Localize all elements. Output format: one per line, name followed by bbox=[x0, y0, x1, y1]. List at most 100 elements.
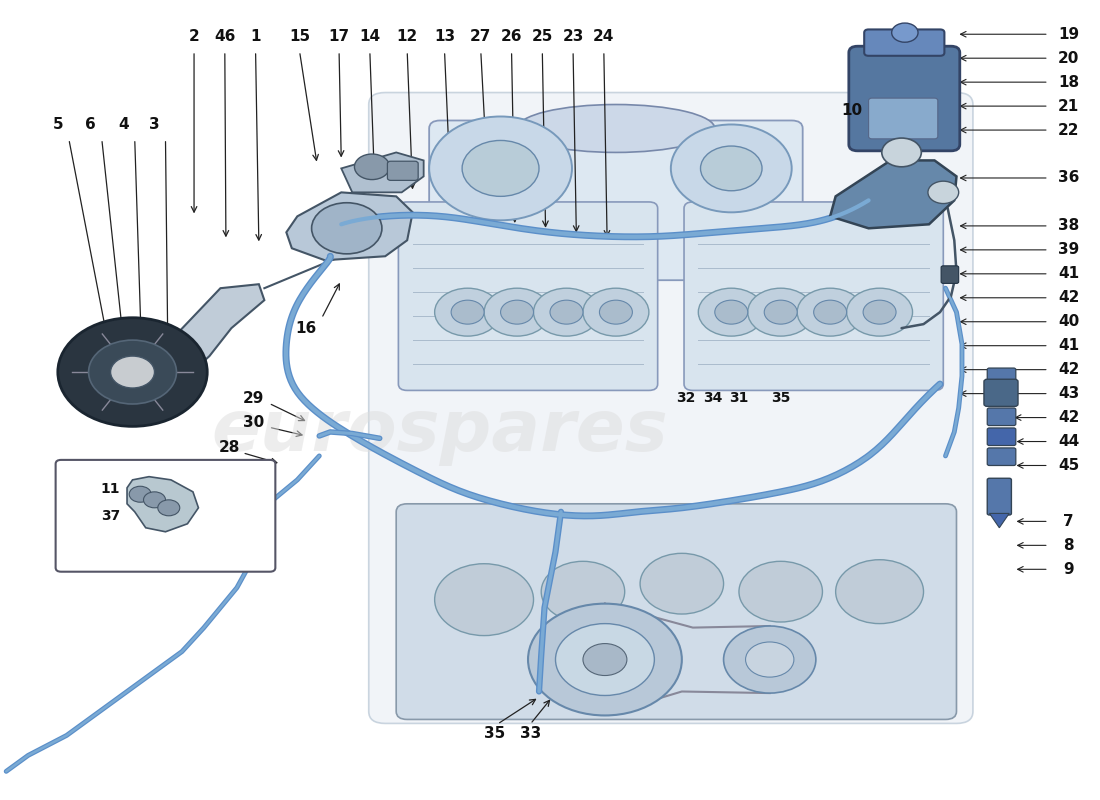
FancyBboxPatch shape bbox=[387, 162, 418, 180]
Text: 11: 11 bbox=[101, 482, 120, 497]
Circle shape bbox=[892, 23, 918, 42]
Circle shape bbox=[764, 300, 798, 324]
Text: 45: 45 bbox=[1058, 458, 1079, 473]
Text: 19: 19 bbox=[1058, 26, 1079, 42]
Text: 6: 6 bbox=[86, 117, 96, 132]
Text: 12: 12 bbox=[397, 29, 418, 44]
Text: 4: 4 bbox=[119, 117, 129, 132]
Circle shape bbox=[462, 141, 539, 196]
FancyBboxPatch shape bbox=[942, 266, 959, 283]
Circle shape bbox=[484, 288, 550, 336]
Circle shape bbox=[671, 125, 792, 212]
Circle shape bbox=[748, 288, 814, 336]
Circle shape bbox=[847, 288, 913, 336]
Text: 2: 2 bbox=[189, 29, 199, 44]
Text: 42: 42 bbox=[1058, 362, 1079, 377]
Text: 43: 43 bbox=[1058, 386, 1079, 401]
Text: 30: 30 bbox=[243, 415, 264, 430]
Circle shape bbox=[500, 300, 534, 324]
Polygon shape bbox=[170, 284, 264, 376]
Text: 41: 41 bbox=[1058, 338, 1079, 353]
Circle shape bbox=[129, 486, 151, 502]
FancyBboxPatch shape bbox=[869, 98, 938, 139]
Circle shape bbox=[600, 300, 632, 324]
Polygon shape bbox=[286, 192, 412, 260]
Text: 46: 46 bbox=[214, 29, 235, 44]
FancyBboxPatch shape bbox=[849, 46, 960, 151]
Text: 18: 18 bbox=[1058, 74, 1079, 90]
Text: 24: 24 bbox=[593, 29, 615, 44]
FancyBboxPatch shape bbox=[987, 428, 1015, 446]
Circle shape bbox=[111, 356, 154, 388]
Circle shape bbox=[698, 288, 764, 336]
Text: 31: 31 bbox=[729, 391, 749, 406]
Circle shape bbox=[640, 554, 724, 614]
Circle shape bbox=[864, 300, 896, 324]
Text: 8: 8 bbox=[1064, 538, 1074, 553]
Polygon shape bbox=[126, 477, 198, 532]
Text: 13: 13 bbox=[434, 29, 455, 44]
Text: 36: 36 bbox=[1058, 170, 1079, 186]
Text: 16: 16 bbox=[296, 321, 317, 336]
Circle shape bbox=[58, 318, 207, 426]
Text: 40: 40 bbox=[1058, 314, 1079, 330]
Circle shape bbox=[534, 288, 600, 336]
Text: 42: 42 bbox=[1058, 410, 1079, 425]
Circle shape bbox=[311, 202, 382, 254]
Circle shape bbox=[143, 492, 165, 508]
Circle shape bbox=[882, 138, 922, 167]
Text: 21: 21 bbox=[1058, 98, 1079, 114]
FancyBboxPatch shape bbox=[987, 408, 1015, 426]
Text: 1: 1 bbox=[251, 29, 261, 44]
Text: 41: 41 bbox=[1058, 266, 1079, 282]
Text: 32: 32 bbox=[676, 391, 696, 406]
Text: 28: 28 bbox=[219, 440, 240, 454]
Circle shape bbox=[798, 288, 864, 336]
Circle shape bbox=[528, 604, 682, 715]
Text: 14: 14 bbox=[360, 29, 381, 44]
Text: 33: 33 bbox=[519, 726, 541, 742]
FancyBboxPatch shape bbox=[56, 460, 275, 572]
Circle shape bbox=[715, 300, 748, 324]
Text: 26: 26 bbox=[500, 29, 522, 44]
Circle shape bbox=[701, 146, 762, 190]
FancyBboxPatch shape bbox=[368, 93, 974, 723]
Text: 35: 35 bbox=[484, 726, 506, 742]
Circle shape bbox=[556, 624, 654, 695]
Text: 34: 34 bbox=[703, 391, 723, 406]
FancyBboxPatch shape bbox=[987, 388, 1015, 406]
Text: 5: 5 bbox=[53, 117, 63, 132]
Circle shape bbox=[739, 562, 823, 622]
Text: 3: 3 bbox=[150, 117, 160, 132]
Text: 35: 35 bbox=[771, 391, 791, 406]
Text: 37: 37 bbox=[101, 509, 120, 522]
Circle shape bbox=[157, 500, 179, 516]
Text: 23: 23 bbox=[562, 29, 584, 44]
Circle shape bbox=[429, 117, 572, 220]
Circle shape bbox=[583, 643, 627, 675]
Circle shape bbox=[89, 340, 176, 404]
Circle shape bbox=[550, 300, 583, 324]
Text: 38: 38 bbox=[1058, 218, 1079, 234]
Circle shape bbox=[724, 626, 816, 693]
Circle shape bbox=[814, 300, 847, 324]
Text: 10: 10 bbox=[842, 103, 862, 118]
Text: 7: 7 bbox=[1064, 514, 1074, 529]
Text: 29: 29 bbox=[243, 391, 264, 406]
Text: 25: 25 bbox=[531, 29, 553, 44]
FancyBboxPatch shape bbox=[398, 202, 658, 390]
FancyBboxPatch shape bbox=[987, 368, 1015, 386]
Text: eurospares: eurospares bbox=[212, 398, 669, 466]
Circle shape bbox=[541, 562, 625, 622]
Text: 9: 9 bbox=[1064, 562, 1074, 577]
Polygon shape bbox=[830, 161, 957, 228]
Text: 17: 17 bbox=[329, 29, 350, 44]
FancyBboxPatch shape bbox=[429, 121, 803, 280]
FancyBboxPatch shape bbox=[396, 504, 957, 719]
Circle shape bbox=[746, 642, 794, 677]
Text: 39: 39 bbox=[1058, 242, 1079, 258]
Circle shape bbox=[434, 564, 534, 635]
Text: 44: 44 bbox=[1058, 434, 1079, 449]
Circle shape bbox=[583, 288, 649, 336]
Text: 27: 27 bbox=[470, 29, 492, 44]
